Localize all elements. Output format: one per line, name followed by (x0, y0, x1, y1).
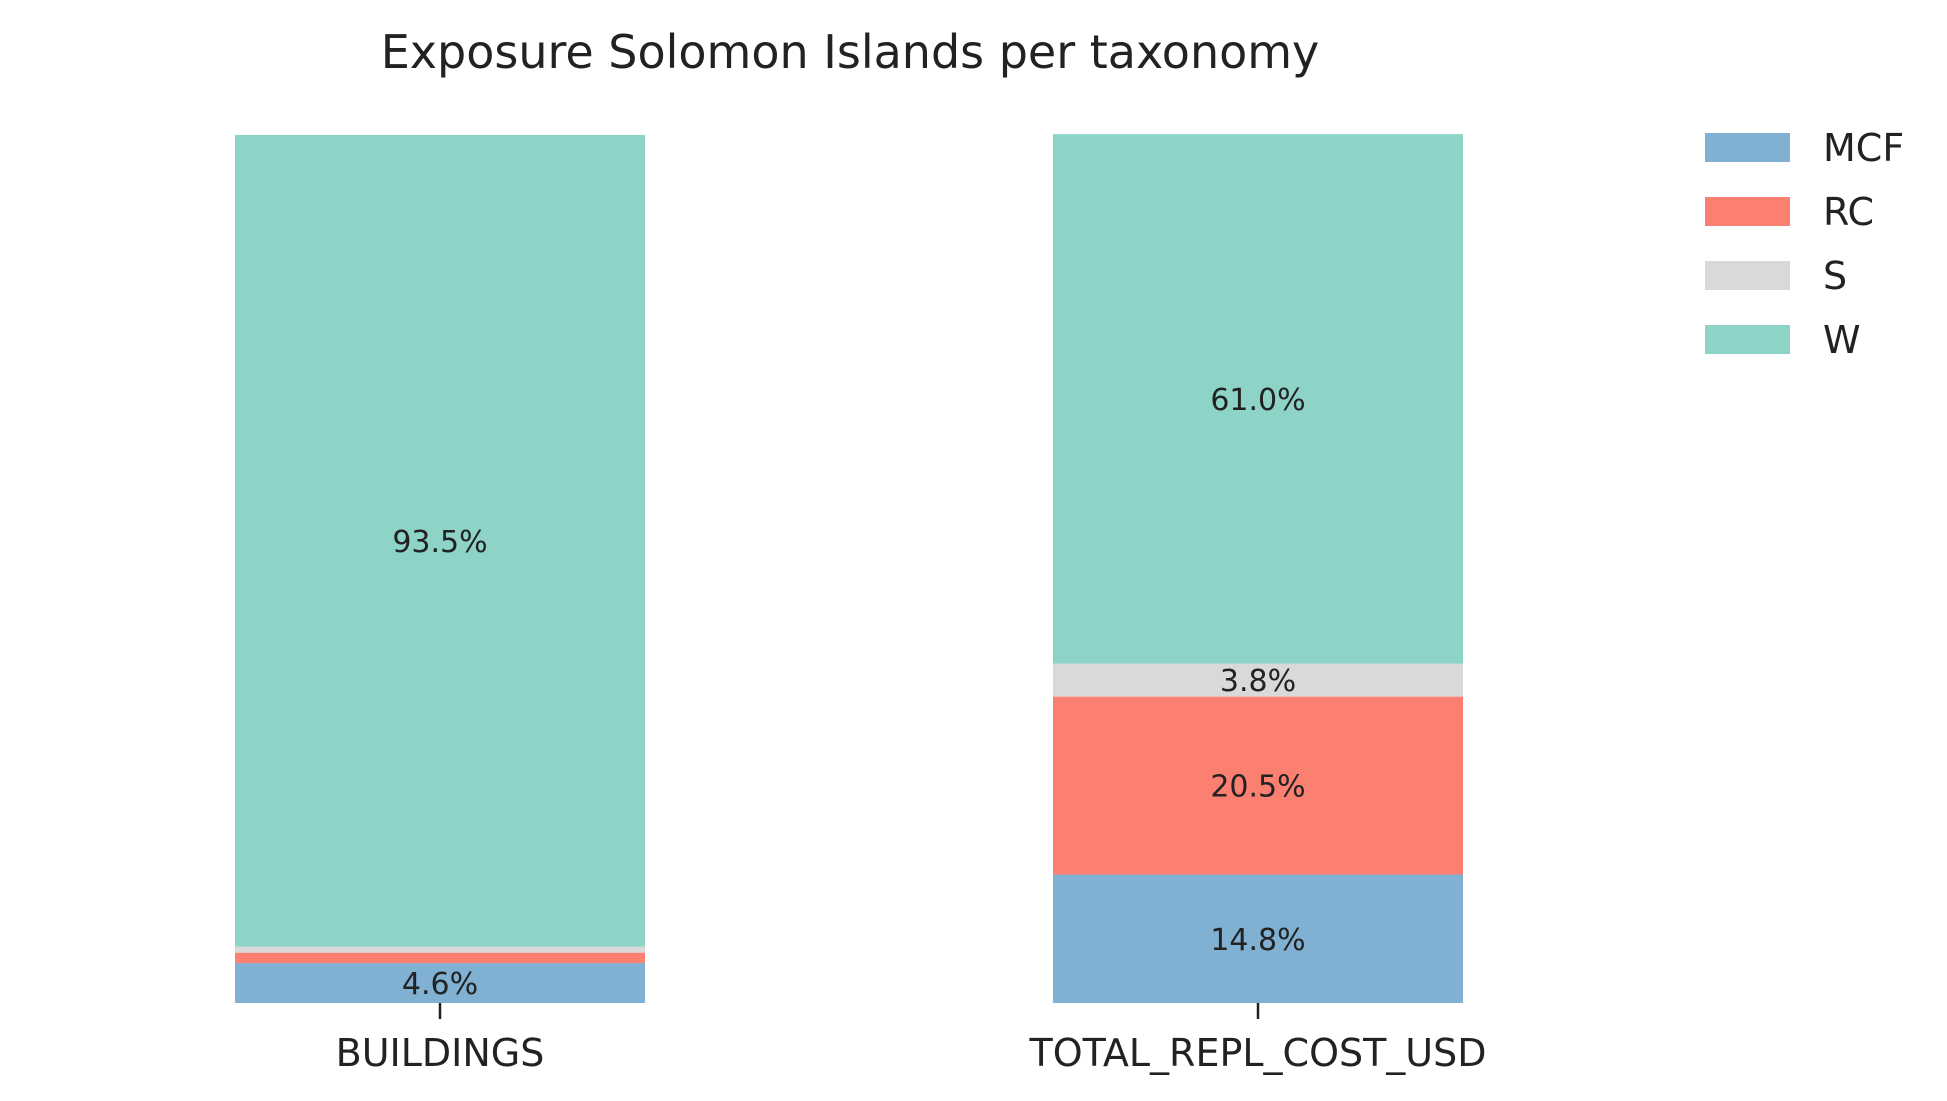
legend-label-s: S (1823, 254, 1847, 298)
data-label-buildings-mcf: 4.6% (402, 967, 478, 1002)
data-label-buildings-w: 93.5% (392, 525, 487, 560)
bar-segment-buildings-rc (235, 952, 645, 964)
legend-label-mcf: MCF (1823, 126, 1904, 170)
data-labels: 4.6% 93.5% 14.8% 20.5% 3.8% 61.0% (392, 383, 1305, 1002)
x-tick-label-buildings: BUILDINGS (336, 1031, 545, 1075)
bar-segment-total-repl-cost-usd-rc (1053, 696, 1463, 875)
bar-segment-buildings-w (235, 135, 645, 947)
legend-label-w: W (1823, 318, 1861, 362)
data-label-total-repl-cost-usd-rc: 20.5% (1210, 770, 1305, 805)
bar-segment-buildings-s (235, 946, 645, 953)
legend-swatch-s (1705, 261, 1790, 290)
data-label-total-repl-cost-usd-s: 3.8% (1220, 664, 1296, 699)
bar-segment-buildings-mcf (235, 963, 645, 1003)
legend-swatch-mcf (1705, 133, 1790, 162)
bar-segment-total-repl-cost-usd-mcf (1053, 874, 1463, 1003)
legend-label-rc: RC (1823, 190, 1874, 234)
x-axis: BUILDINGS TOTAL_REPL_COST_USD (336, 1003, 1487, 1075)
data-label-total-repl-cost-usd-w: 61.0% (1210, 383, 1305, 418)
legend-swatch-rc (1705, 197, 1790, 226)
chart-title: Exposure Solomon Islands per taxonomy (381, 25, 1320, 79)
data-label-total-repl-cost-usd-mcf: 14.8% (1210, 923, 1305, 958)
bar-segment-total-repl-cost-usd-w (1053, 134, 1463, 664)
legend-swatch-w (1705, 325, 1790, 354)
bar-stacks (235, 134, 1463, 1003)
bar-segment-total-repl-cost-usd-s (1053, 663, 1463, 697)
legend: MCF RC SW (1705, 126, 1904, 362)
x-tick-label-total-repl-cost-usd: TOTAL_REPL_COST_USD (1028, 1031, 1486, 1075)
